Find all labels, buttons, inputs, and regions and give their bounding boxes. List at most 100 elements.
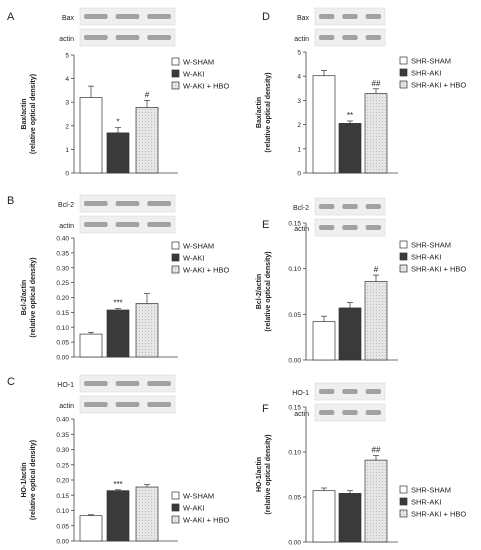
y-tick-label: 0.00 — [56, 539, 69, 546]
blot-band — [115, 381, 140, 386]
legend-label: SHR-AKI — [411, 253, 441, 262]
blot-band — [84, 222, 108, 227]
bar-3 — [364, 281, 388, 361]
blot-band — [115, 14, 140, 19]
y-tick-label: 0.25 — [56, 280, 69, 287]
y-axis-label-line: (relative optical density) — [30, 257, 37, 337]
significance-mark: # — [374, 265, 379, 274]
blot-label: actin — [294, 36, 309, 43]
y-axis-label: Bax/actin (relative optical density) — [256, 72, 272, 152]
legend-label: SHR-SHAM — [411, 57, 451, 66]
panel-letter: D — [262, 11, 270, 23]
legend-swatch — [399, 485, 408, 494]
y-axis-label-line: (relative optical density) — [265, 434, 272, 514]
blot-label: Bcl-2 — [293, 205, 309, 212]
blot-label: Bax — [297, 15, 310, 22]
bar-3 — [364, 459, 388, 543]
y-tick-label: 0.00 — [288, 540, 301, 547]
y-axis-label: Bcl-2/actin (relative optical density) — [256, 251, 272, 331]
bar-1 — [312, 490, 336, 543]
bar-2 — [338, 123, 362, 174]
y-tick-label: 0.35 — [56, 432, 69, 439]
y-tick-label: 0.05 — [288, 495, 301, 502]
blot-label: actin — [59, 403, 74, 410]
y-axis-label: Bcl-2/actin (relative optical density) — [21, 257, 37, 337]
blot-band — [84, 381, 108, 386]
blot-band — [319, 204, 335, 209]
y-tick-label: 0.15 — [56, 310, 69, 317]
bar-1 — [79, 515, 103, 542]
legend-label: W-SHAM — [183, 58, 214, 67]
y-tick-label: 0.10 — [288, 450, 301, 457]
y-tick-label: 0.35 — [56, 250, 69, 257]
y-tick-label: 0.40 — [56, 417, 69, 424]
legend-label: SHR-AKI + HBO — [411, 510, 466, 519]
blot-band — [147, 381, 171, 386]
y-axis-label-line: (relative optical density) — [30, 74, 37, 154]
panel-c: C HO-1 actin 0.00 0.05 0.10 0.15 0.20 0.25 0.30 0.… — [7, 374, 229, 546]
y-axis-label-line: Bax/actin — [21, 98, 28, 129]
legend-swatch — [399, 252, 408, 261]
y-axis-label-line: HO-1/actin — [21, 462, 28, 497]
blot-band — [84, 35, 108, 40]
y-tick-label: 0.10 — [288, 266, 301, 273]
panel-a: A Bax actin 0 1 2 3 4 5 Bax/actin (relative optica… — [7, 7, 229, 178]
y-tick-label: 3 — [297, 98, 301, 105]
blot-band — [342, 389, 358, 394]
blot-band — [115, 201, 140, 206]
blot-label: actin — [294, 226, 309, 233]
significance-mark: ## — [372, 446, 381, 455]
legend-label: W-AKI — [183, 70, 205, 79]
legend-label: SHR-AKI + HBO — [411, 81, 466, 90]
y-tick-label: 2 — [65, 123, 69, 130]
legend-label: SHR-AKI + HBO — [411, 265, 466, 274]
blot-band — [115, 35, 140, 40]
legend-swatch — [171, 253, 180, 262]
legend-label: W-AKI — [183, 254, 205, 263]
panel-d: D Bax actin 0 1 2 3 4 5 Bax/actin (relative optica… — [256, 7, 466, 178]
bar-3 — [135, 486, 159, 542]
legend-swatch — [399, 509, 408, 518]
blot-band — [365, 14, 381, 19]
blot-band — [342, 410, 358, 415]
significance-mark: * — [116, 118, 119, 127]
y-tick-label: 0.25 — [56, 462, 69, 469]
blot-band — [319, 389, 335, 394]
blot-label: actin — [59, 223, 74, 230]
legend-label: W-SHAM — [183, 492, 214, 501]
legend-swatch — [399, 497, 408, 506]
y-tick-label: 0.00 — [288, 358, 301, 365]
blot-band — [115, 402, 140, 407]
bar-3 — [135, 303, 159, 358]
blot-band — [365, 204, 381, 209]
legend-swatch — [171, 69, 180, 78]
y-tick-label: 5 — [65, 53, 69, 60]
legend-swatch — [171, 57, 180, 66]
blot-label: HO-1 — [292, 390, 309, 397]
blot-band — [342, 204, 358, 209]
y-tick-label: 1 — [65, 147, 69, 154]
panel-e: E Bcl-2 actin 0.00 0.05 0.10 0.15 Bcl-2/actin (r… — [256, 197, 466, 365]
y-tick-label: 0.40 — [56, 236, 69, 243]
blot-band — [147, 35, 171, 40]
blot-band — [84, 402, 108, 407]
y-tick-label: 0.30 — [56, 265, 69, 272]
blot-label: actin — [59, 36, 74, 43]
y-axis-label-line: (relative optical density) — [265, 251, 272, 331]
legend-swatch — [399, 68, 408, 77]
bar-2 — [106, 490, 130, 542]
y-axis-label-line: (relative optical density) — [265, 72, 272, 152]
legend-swatch — [399, 264, 408, 273]
y-tick-label: 0.10 — [56, 325, 69, 332]
legend-swatch — [399, 240, 408, 249]
blot-band — [147, 402, 171, 407]
y-tick-label: 0.05 — [56, 340, 69, 347]
blot-band — [365, 35, 381, 40]
y-tick-label: 0 — [297, 171, 301, 178]
blot-band — [147, 222, 171, 227]
panel-letter: A — [7, 11, 15, 23]
blot-band — [365, 410, 381, 415]
panel-letter: C — [7, 376, 15, 388]
bar-1 — [79, 333, 103, 358]
